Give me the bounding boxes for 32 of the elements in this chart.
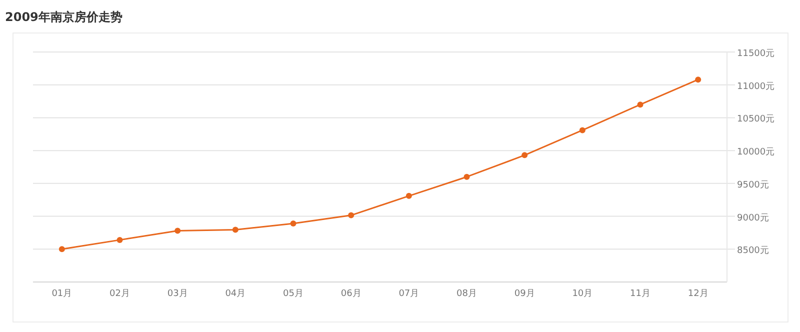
point bbox=[464, 174, 470, 180]
x-tick-label: 03月 bbox=[167, 289, 188, 299]
x-tick-label: 12月 bbox=[688, 289, 708, 299]
y-tick-label: 11500元 bbox=[737, 48, 775, 59]
y-tick-label: 9500元 bbox=[737, 179, 769, 190]
point bbox=[174, 228, 181, 234]
x-tick-label: 01月 bbox=[52, 289, 72, 299]
point bbox=[58, 246, 65, 252]
point bbox=[579, 127, 586, 134]
point bbox=[116, 236, 123, 243]
x-tick-label: 07月 bbox=[398, 289, 420, 299]
y-tick-label: 9000元 bbox=[737, 212, 769, 224]
point bbox=[348, 212, 354, 218]
x-tick-label: 10月 bbox=[572, 289, 593, 299]
x-tick-label: 11月 bbox=[630, 289, 650, 299]
point bbox=[290, 220, 296, 227]
point bbox=[522, 152, 528, 158]
y-tick-label: 11000元 bbox=[737, 80, 775, 92]
x-tick-label: 06月 bbox=[340, 289, 362, 299]
x-tick-label: 09月 bbox=[514, 289, 535, 299]
point bbox=[232, 226, 238, 233]
y-tick-label: 10500元 bbox=[737, 114, 775, 125]
y-tick-label: 10000元 bbox=[737, 146, 775, 158]
x-tick-label: 05月 bbox=[283, 289, 304, 299]
x-tick-label: 02月 bbox=[110, 289, 130, 299]
x-tick-label: 08月 bbox=[456, 289, 477, 299]
point bbox=[637, 102, 644, 108]
y-tick-label: 8500元 bbox=[737, 245, 769, 256]
point bbox=[406, 192, 412, 199]
chart-title: 2009年南京房价走势 bbox=[5, 10, 122, 24]
x-tick-label: 04月 bbox=[225, 289, 246, 299]
point bbox=[695, 76, 702, 83]
